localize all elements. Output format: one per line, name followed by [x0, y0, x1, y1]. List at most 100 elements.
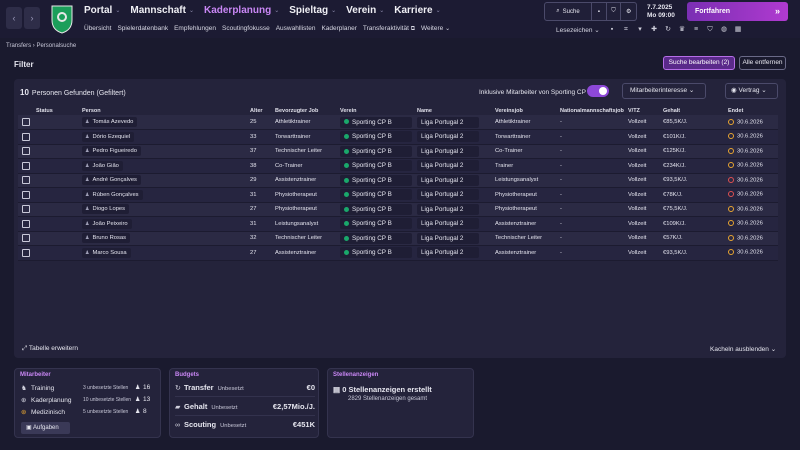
person-link[interactable]: ♟ Diogo Lopes	[82, 204, 130, 215]
table-row[interactable]: ♟ Bruno Rosas 32 Technischer Leiter Sporting…	[18, 231, 778, 246]
table-row[interactable]: ♟ João Gião 38 Co-Trainer Sporting CP B Liga …	[18, 158, 778, 174]
globe-icon[interactable]: ◍	[720, 26, 728, 33]
nav-spieltag[interactable]: Spieltag ⌄	[289, 5, 337, 16]
club-link[interactable]: Sporting CP B	[340, 160, 412, 172]
nav-kaderplanung[interactable]: Kaderplanung ⌄	[203, 5, 280, 16]
league-link[interactable]: Liga Portugal 2	[417, 174, 479, 186]
person-link[interactable]: ♟ Marco Sousa	[82, 247, 131, 258]
person-link[interactable]: ♟ Dório Ezequiel	[82, 131, 135, 142]
trophy-icon[interactable]: ♛	[678, 26, 686, 33]
row-checkbox[interactable]	[22, 118, 30, 126]
col-ends[interactable]: Endet	[728, 107, 744, 114]
row-checkbox[interactable]	[22, 190, 30, 199]
col-preferred-job[interactable]: Bevorzugter Job	[275, 107, 319, 114]
person-link[interactable]: ♟ Tomás Azevedo	[82, 117, 138, 127]
table-row[interactable]: ♟ Diogo Lopes 27 Physiotherapeut Sporting CP…	[18, 202, 778, 217]
continue-button[interactable]: Fortfahren »	[687, 2, 788, 21]
col-club-job[interactable]: Vereinsjob	[495, 107, 523, 114]
person-link[interactable]: ♟ André Gonçalves	[82, 175, 141, 186]
row-checkbox[interactable]	[22, 234, 30, 243]
subnav-uebersicht[interactable]: Übersicht	[84, 25, 112, 32]
staff-interest-dropdown[interactable]: Mitarbeiterinteresse ⌄	[622, 83, 706, 99]
club-link[interactable]: Sporting CP B	[340, 174, 412, 186]
league-link[interactable]: Liga Portugal 2	[417, 247, 479, 259]
shield-crest-icon[interactable]: ⛉	[707, 26, 713, 33]
club-link[interactable]: Sporting CP B	[340, 232, 412, 244]
league-link[interactable]: Liga Portugal 2	[417, 232, 479, 244]
tactics-icon[interactable]: ⌗	[624, 26, 628, 33]
col-type[interactable]: V/TZ	[628, 107, 640, 114]
breadcrumb-parent[interactable]: Transfers	[6, 43, 32, 49]
col-age[interactable]: Alter	[250, 107, 263, 114]
contract-dropdown[interactable]: ◉ Vertrag ⌄	[725, 83, 778, 99]
club-link[interactable]: Sporting CP B	[340, 131, 412, 143]
table-row[interactable]: ♟ Pedro Figueiredo 37 Technischer Leiter Spo…	[18, 144, 778, 159]
person-link[interactable]: ♟ Rúben Gonçalves	[82, 189, 143, 200]
league-link[interactable]: Liga Portugal 2	[417, 218, 479, 230]
row-checkbox[interactable]	[22, 161, 30, 170]
club-link[interactable]: Sporting CP B	[340, 145, 412, 157]
shield-icon[interactable]: ⛉	[607, 3, 622, 20]
edit-search-button[interactable]: Suche bearbeiten (2)	[663, 56, 735, 70]
col-wage[interactable]: Gehalt	[663, 107, 681, 114]
table-row[interactable]: ♟ Dório Ezequiel 33 Torwarttrainer Sporting …	[18, 129, 778, 145]
person-link[interactable]: ♟ João Gião	[82, 160, 123, 171]
league-link[interactable]: Liga Portugal 2	[417, 160, 479, 172]
chat-icon[interactable]: ▪	[610, 26, 614, 33]
subnav-empfehlungen[interactable]: Empfehlungen	[174, 25, 216, 32]
club-link[interactable]: Sporting CP B	[340, 189, 412, 201]
club-link[interactable]: Sporting CP B	[340, 116, 412, 128]
refresh-icon[interactable]: ↻	[665, 26, 671, 33]
subnav-auswahllisten[interactable]: Auswahllisten	[275, 25, 316, 32]
league-link[interactable]: Liga Portugal 2	[417, 203, 479, 215]
club-link[interactable]: Sporting CP B	[340, 247, 412, 259]
include-staff-toggle[interactable]	[587, 85, 609, 97]
row-checkbox[interactable]	[22, 147, 30, 156]
calendar-icon[interactable]: ▦	[734, 26, 742, 33]
league-link[interactable]: Liga Portugal 2	[417, 116, 479, 128]
col-club[interactable]: Verein	[340, 107, 357, 114]
job-ads-tile[interactable]: Stellenanzeigen ▤ 0 Stellenanzeigen erst…	[327, 368, 474, 438]
col-national-job[interactable]: Nationalmannschaftsjob	[560, 107, 624, 114]
remove-all-button[interactable]: Alle entfernen	[739, 56, 786, 70]
budgets-tile[interactable]: Budgets ↻ Transfer Unbesetzt €0 ▰ Gehalt Unb…	[169, 368, 319, 438]
subnav-scoutingfokusse[interactable]: Scoutingfokusse	[222, 25, 270, 32]
medical-icon[interactable]: ✚	[651, 26, 657, 33]
person-link[interactable]: ♟ Pedro Figueiredo	[82, 146, 141, 157]
subnav-kaderplaner[interactable]: Kaderplaner	[321, 25, 357, 32]
row-checkbox[interactable]	[22, 176, 30, 185]
subnav-transferaktivitaet[interactable]: Transferaktivität ⧉	[362, 25, 415, 32]
subnav-weitere[interactable]: Weitere ⌄	[420, 25, 451, 32]
club-crest-icon[interactable]	[50, 4, 74, 34]
nav-verein[interactable]: Verein ⌄	[346, 5, 385, 16]
nav-mannschaft[interactable]: Mannschaft ⌄	[130, 5, 194, 16]
list-icon[interactable]: ≡	[693, 26, 699, 33]
table-row[interactable]: ♟ André Gonçalves 29 Assistenztrainer Sporti…	[18, 173, 778, 188]
shirt-icon[interactable]: ▾	[638, 26, 642, 33]
person-link[interactable]: ♟ Bruno Rosas	[82, 233, 130, 244]
row-checkbox[interactable]	[22, 248, 30, 257]
staff-tile[interactable]: Mitarbeiter ♞ Training 3 unbesetzte Stell…	[14, 368, 161, 438]
row-checkbox[interactable]	[22, 132, 30, 141]
league-link[interactable]: Liga Portugal 2	[417, 145, 479, 157]
subnav-spielerdatenbank[interactable]: Spielerdatenbank	[117, 25, 169, 32]
search-button[interactable]: ⌕ Suche	[545, 3, 592, 20]
table-row[interactable]: ♟ Marco Sousa 27 Assistenztrainer Sporting C…	[18, 245, 778, 261]
col-name[interactable]: Name	[417, 107, 432, 114]
col-status[interactable]: Status	[36, 107, 53, 114]
gear-icon[interactable]: ⚙	[625, 9, 632, 15]
league-link[interactable]: Liga Portugal 2	[417, 131, 479, 143]
inbox-icon[interactable]: ▪	[592, 3, 607, 20]
hide-tiles-button[interactable]: Kacheln ausblenden ⌄	[710, 346, 777, 353]
club-link[interactable]: Sporting CP B	[340, 203, 412, 215]
row-checkbox[interactable]	[22, 205, 30, 214]
table-row[interactable]: ♟ João Peixeiro 31 Leistungsanalyst Sporting…	[18, 216, 778, 232]
nav-karriere[interactable]: Karriere ⌄	[394, 5, 441, 16]
back-button[interactable]: ‹	[6, 7, 22, 29]
person-link[interactable]: ♟ João Peixeiro	[82, 218, 132, 229]
club-link[interactable]: Sporting CP B	[340, 218, 412, 230]
league-link[interactable]: Liga Portugal 2	[417, 189, 479, 201]
col-person[interactable]: Person	[82, 107, 101, 114]
forward-button[interactable]: ›	[24, 7, 40, 29]
row-checkbox[interactable]	[22, 219, 30, 228]
